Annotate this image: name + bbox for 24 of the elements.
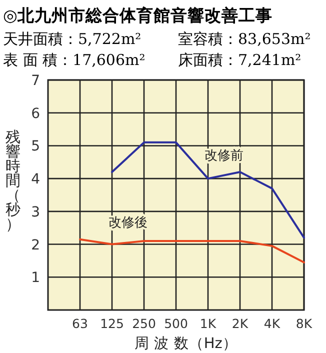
text: 表 面 積：17,606m² (3, 51, 146, 69)
y-tick-label: 1 (31, 270, 40, 286)
x-tick-label: 63 (72, 316, 88, 331)
y-tick-label: 4 (31, 172, 40, 188)
text: 床面積：7,241m² (178, 51, 302, 69)
y-tick-label: 7 (31, 73, 40, 89)
text: 室容積：83,653m² (178, 30, 311, 48)
y-tick-label: 3 (31, 204, 40, 220)
x-tick-label: 500 (164, 316, 188, 331)
y-tick-label: 6 (31, 106, 40, 122)
y-tick-label: 5 (31, 138, 40, 155)
line-series (111, 141, 305, 239)
x-tick-label: 250 (132, 316, 156, 331)
x-tick-label: 8K (296, 316, 313, 331)
x-tick-label: 125 (100, 316, 124, 331)
y-tick-label: 2 (31, 237, 40, 254)
x-tick-label: 4K (264, 316, 281, 331)
x-axis-title: 周 波 数（Hz） (134, 335, 238, 352)
line-series (79, 238, 305, 264)
x-tick-label: 2K (232, 316, 249, 331)
chart-title: ◎北九州市総合体育館音響改善工事 (3, 5, 272, 25)
y-axis-title: 残響時間（秒） (6, 128, 20, 233)
text: 天井面積：5,722m² (3, 30, 142, 48)
x-tick-label: 1K (200, 316, 217, 331)
